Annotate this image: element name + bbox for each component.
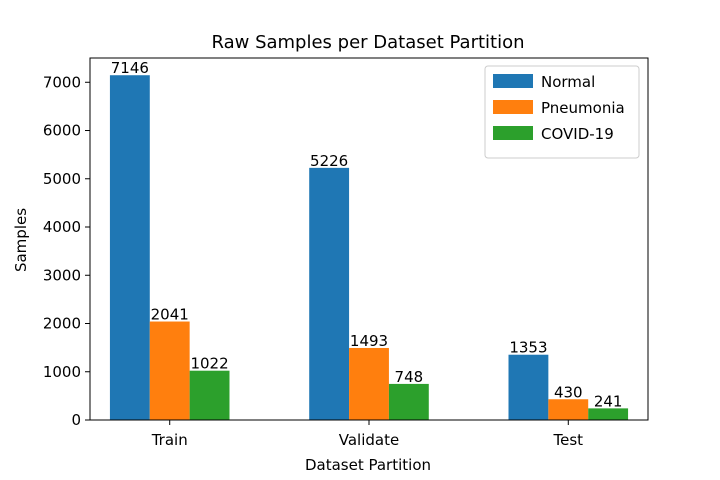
- bar-value-label: 1353: [509, 339, 547, 357]
- bar-covid-19-train: [189, 370, 230, 420]
- bar-covid-19-validate: [388, 383, 429, 420]
- y-tick-label: 5000: [43, 170, 81, 188]
- legend-swatch: [493, 74, 533, 88]
- legend-label: COVID-19: [541, 125, 614, 143]
- x-tick-label: Test: [553, 431, 584, 449]
- bar-pneumonia-test: [548, 399, 589, 420]
- legend-swatch: [493, 100, 533, 114]
- y-tick-label: 1000: [43, 363, 81, 381]
- y-tick-label: 0: [71, 411, 81, 429]
- plot-frame: [89, 57, 649, 421]
- bar-pneumonia-train: [149, 321, 190, 420]
- x-tick-label: Train: [151, 431, 188, 449]
- y-tick-label: 6000: [43, 122, 81, 140]
- x-axis-ticks: Train Validate Test: [151, 420, 583, 449]
- bar-value-label: 748: [395, 368, 424, 386]
- y-tick-label: 7000: [43, 73, 81, 91]
- bar-value-label: 2041: [151, 306, 189, 324]
- y-axis-ticks: 0 1000 2000 3000 4000 5000 6000 7000: [43, 73, 90, 429]
- bar-normal-validate: [309, 167, 350, 420]
- bar-value-label: 5226: [310, 152, 348, 170]
- bar-value-label: 241: [594, 392, 623, 410]
- legend-label: Normal: [541, 73, 595, 91]
- legend: Normal Pneumonia COVID-19: [484, 65, 640, 159]
- bar-covid-19-test: [588, 408, 629, 420]
- x-axis-label: Dataset Partition: [305, 456, 431, 474]
- bars-group: [109, 75, 629, 421]
- bar-normal-test: [508, 354, 549, 420]
- bar-value-label: 7146: [111, 59, 149, 77]
- legend-swatch: [493, 126, 533, 140]
- bar-labels-group: 7146 5226 1353 2041 1493 430 1022 748 241: [111, 59, 623, 410]
- legend-label: Pneumonia: [541, 99, 625, 117]
- x-tick-label: Validate: [339, 431, 399, 449]
- y-axis-label: Samples: [12, 208, 30, 272]
- bar-pneumonia-validate: [349, 347, 389, 420]
- y-tick-label: 3000: [43, 266, 81, 284]
- chart-title: Raw Samples per Dataset Partition: [211, 32, 524, 53]
- bar-normal-train: [109, 75, 150, 421]
- bar-value-label: 430: [554, 383, 583, 401]
- y-tick-label: 4000: [43, 218, 81, 236]
- y-tick-label: 2000: [43, 315, 81, 333]
- bar-value-label: 1022: [190, 355, 228, 373]
- bar-value-label: 1493: [350, 332, 388, 350]
